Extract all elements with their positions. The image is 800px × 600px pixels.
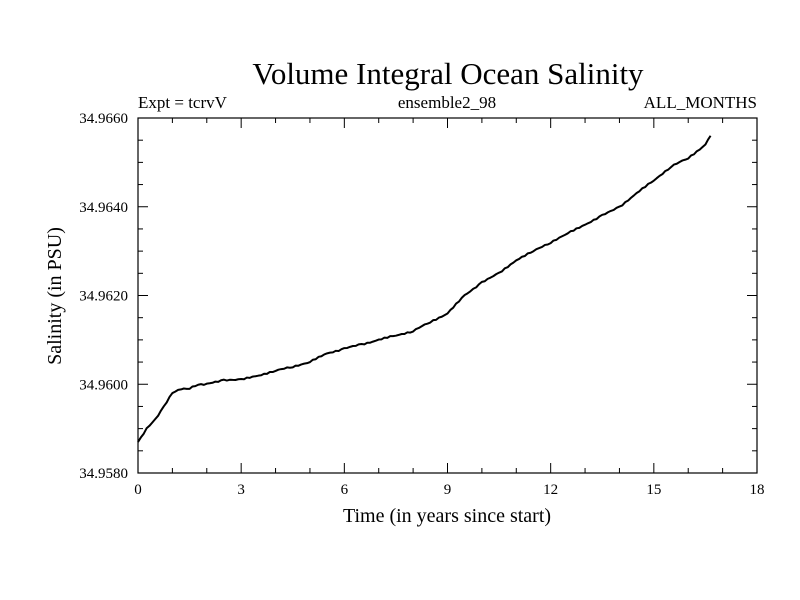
y-tick-label: 34.9660 xyxy=(79,111,128,127)
axis-ticks xyxy=(137,117,758,474)
subtitle-ensemble: ensemble2_98 xyxy=(398,93,496,112)
y-axis-label: Salinity (in PSU) xyxy=(44,227,66,365)
y-tick-label: 34.9600 xyxy=(79,377,128,393)
x-tick-label: 9 xyxy=(444,482,452,498)
subtitle-months: ALL_MONTHS xyxy=(644,93,757,112)
chart-title: Volume Integral Ocean Salinity xyxy=(252,56,644,91)
x-tick-label: 0 xyxy=(134,482,142,498)
x-tick-label: 12 xyxy=(543,482,558,498)
x-axis-label: Time (in years since start) xyxy=(343,505,551,527)
x-tick-label: 18 xyxy=(750,482,765,498)
y-tick-label: 34.9640 xyxy=(79,200,128,216)
y-tick-labels: 34.9580 34.9600 34.9620 34.9640 34.9660 xyxy=(79,111,128,482)
x-tick-labels: 0 3 6 9 12 15 18 xyxy=(134,482,764,498)
y-tick-label: 34.9620 xyxy=(79,289,128,305)
x-tick-label: 15 xyxy=(646,482,661,498)
x-tick-label: 3 xyxy=(237,482,245,498)
y-tick-label: 34.9580 xyxy=(79,466,128,482)
salinity-series-line xyxy=(137,135,712,443)
x-tick-label: 6 xyxy=(341,482,349,498)
subtitle-experiment: Expt = tcrvV xyxy=(138,93,228,112)
